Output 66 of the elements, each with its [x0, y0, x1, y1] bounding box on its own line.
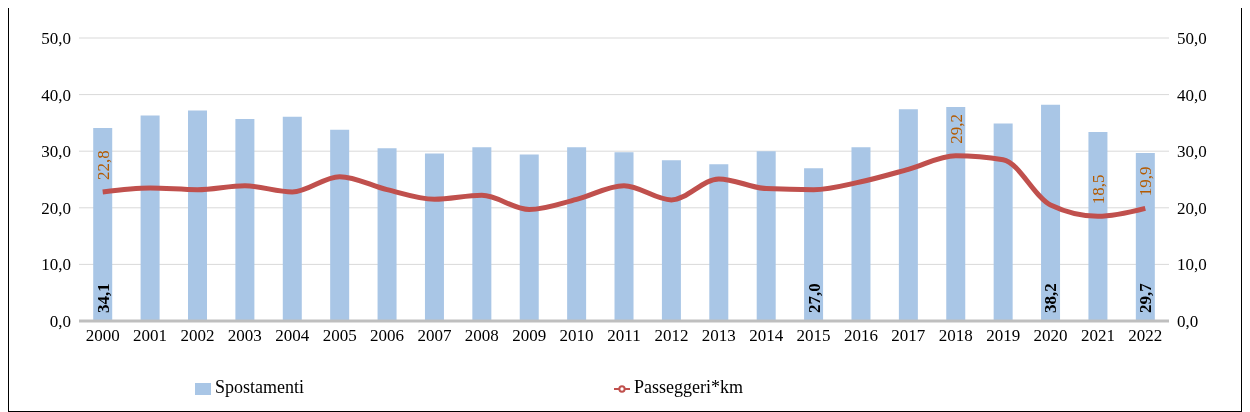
y-tick-label: 40,0: [41, 85, 71, 105]
x-tick-label: 2003: [227, 326, 262, 346]
legend-label: Spostamenti: [215, 377, 304, 397]
x-tick-label: 2004: [275, 326, 310, 346]
x-tick-label: 2018: [938, 326, 973, 346]
y2-tick-label: 20,0: [1177, 198, 1207, 218]
data-label: 34,1: [93, 283, 113, 313]
bar: [614, 152, 634, 321]
x-tick-label: 2017: [891, 326, 926, 346]
bar: [756, 151, 776, 321]
data-label: 29,7: [1136, 282, 1156, 313]
data-label: 38,2: [1041, 283, 1061, 313]
data-label: 19,9: [1136, 166, 1156, 197]
bar: [567, 147, 587, 321]
x-tick-label: 2009: [512, 326, 547, 346]
y2-tick-label: 40,0: [1177, 85, 1207, 105]
data-label: 22,8: [93, 150, 113, 180]
bar: [472, 147, 492, 321]
x-tick-label: 2015: [796, 326, 831, 346]
data-label: 18,5: [1088, 174, 1108, 205]
bar: [1088, 131, 1108, 321]
bar: [1041, 104, 1061, 321]
y-tick-label: 0,0: [49, 312, 71, 332]
bar: [519, 154, 539, 321]
x-tick-label: 2008: [464, 326, 499, 346]
y2-tick-label: 30,0: [1177, 142, 1207, 162]
bar: [804, 168, 824, 321]
x-tick-label: 2016: [843, 326, 878, 346]
x-tick-label: 2010: [559, 326, 594, 346]
y-tick-label: 10,0: [41, 255, 71, 275]
x-tick-label: 2007: [417, 326, 452, 346]
bar: [330, 129, 350, 321]
bar: [282, 116, 302, 321]
x-tick-label: 2021: [1080, 326, 1115, 346]
x-tick-label: 2001: [133, 326, 168, 346]
x-tick-label: 2012: [654, 326, 689, 346]
bar: [946, 107, 966, 321]
legend-label: Passeggeri*km: [634, 377, 743, 397]
x-tick-label: 2005: [322, 326, 357, 346]
data-label: 29,2: [946, 113, 966, 144]
bar: [235, 118, 255, 321]
bar: [140, 115, 160, 321]
y2-tick-label: 50,0: [1177, 29, 1207, 49]
x-tick-label: 2011: [607, 326, 641, 346]
x-tick-label: 2014: [749, 326, 784, 346]
x-tick-label: 2000: [85, 326, 120, 346]
x-tick-label: 2019: [986, 326, 1021, 346]
data-label: 27,0: [804, 283, 824, 313]
y-tick-label: 50,0: [41, 29, 71, 49]
bar: [898, 109, 918, 321]
y2-tick-label: 10,0: [1177, 255, 1207, 275]
bar: [851, 147, 871, 321]
y-tick-label: 20,0: [41, 198, 71, 218]
x-tick-label: 2006: [370, 326, 405, 346]
x-tick-label: 2020: [1033, 326, 1068, 346]
bar: [661, 160, 681, 321]
bar: [993, 123, 1013, 321]
bar: [709, 164, 729, 321]
x-tick-label: 2022: [1128, 326, 1163, 346]
bar: [188, 110, 207, 321]
bar: [377, 148, 397, 321]
y-tick-label: 30,0: [41, 142, 71, 162]
x-tick-label: 2002: [180, 326, 215, 346]
x-tick-label: 2013: [701, 326, 736, 346]
y2-tick-label: 0,0: [1177, 312, 1199, 332]
bar: [424, 153, 444, 321]
